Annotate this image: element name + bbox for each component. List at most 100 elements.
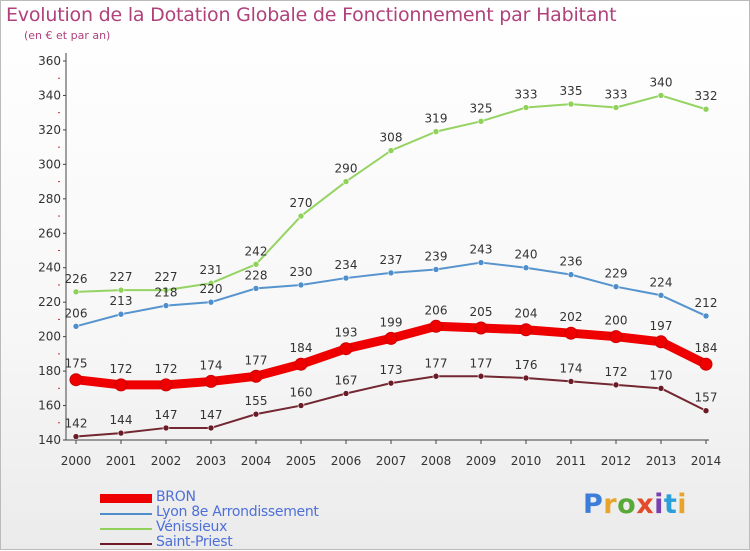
x-tick-label: 2007 (376, 454, 407, 468)
data-label: 204 (515, 307, 538, 321)
data-point (702, 105, 710, 113)
data-point (69, 373, 83, 387)
data-point (654, 335, 668, 349)
x-tick-label: 2012 (601, 454, 632, 468)
data-point (702, 407, 710, 415)
data-point (252, 410, 260, 418)
data-label: 237 (380, 253, 403, 267)
data-point (117, 429, 125, 437)
data-point (207, 279, 215, 287)
x-tick-label: 2008 (421, 454, 452, 468)
data-label: 184 (695, 341, 718, 355)
legend-swatch (100, 543, 152, 545)
legend-swatch (100, 528, 152, 530)
data-label: 206 (425, 303, 448, 317)
data-label: 172 (110, 362, 133, 376)
data-point (519, 323, 533, 337)
x-tick-label: 2014 (691, 454, 722, 468)
data-point (162, 286, 170, 294)
data-label: 290 (335, 162, 358, 176)
data-label: 184 (290, 341, 313, 355)
data-point (117, 310, 125, 318)
data-point (342, 274, 350, 282)
y-tick-label: 200 (38, 330, 61, 344)
data-point (657, 385, 665, 392)
data-point (204, 374, 218, 388)
data-label: 227 (155, 270, 178, 284)
data-point (387, 379, 395, 387)
data-point (432, 266, 440, 273)
data-label: 218 (155, 286, 178, 300)
data-point (657, 92, 665, 99)
x-tick-label: 2013 (646, 454, 677, 468)
data-label: 157 (695, 391, 718, 405)
data-point (339, 342, 353, 356)
logo-letter: i (654, 489, 664, 520)
data-label: 333 (515, 88, 538, 102)
y-tick-label: 140 (38, 433, 61, 447)
data-label: 220 (200, 282, 223, 296)
y-tick-label: 160 (38, 399, 61, 413)
chart-subtitle: (en € et par an) (24, 29, 111, 42)
data-point (384, 331, 398, 345)
data-point (72, 322, 80, 330)
data-point (387, 269, 395, 277)
data-label: 147 (200, 408, 223, 422)
x-tick-label: 2005 (286, 454, 317, 468)
logo-letter: P (583, 489, 604, 520)
x-tick-label: 2009 (466, 454, 497, 468)
x-tick-label: 2000 (61, 454, 92, 468)
data-point (612, 104, 620, 111)
data-label: 177 (425, 356, 448, 370)
proxiti-logo: Proxiti (583, 489, 687, 520)
data-point (567, 271, 575, 278)
data-label: 175 (65, 357, 88, 371)
data-point (477, 117, 485, 125)
data-label: 224 (650, 275, 673, 289)
data-point (72, 288, 80, 296)
data-point (432, 372, 440, 380)
y-tick-label: 220 (38, 295, 61, 309)
data-point (114, 378, 128, 392)
x-tick-label: 2003 (196, 454, 227, 468)
logo-letter: x (636, 489, 655, 520)
data-point (294, 357, 308, 371)
data-point (159, 378, 173, 392)
data-label: 167 (335, 373, 358, 387)
data-label: 176 (515, 358, 538, 372)
data-label: 144 (110, 413, 133, 427)
data-label: 172 (605, 365, 628, 379)
data-point (477, 372, 485, 380)
data-label: 142 (65, 417, 88, 431)
data-point (387, 147, 395, 154)
data-label: 177 (245, 353, 268, 367)
y-tick-label: 280 (38, 192, 61, 206)
data-point (522, 104, 530, 111)
legend-swatch (100, 494, 152, 503)
data-point (474, 321, 488, 335)
x-tick-label: 2010 (511, 454, 542, 468)
data-label: 319 (425, 112, 448, 126)
data-label: 234 (335, 258, 358, 272)
data-point (657, 291, 665, 299)
data-label: 231 (200, 263, 223, 277)
data-point (432, 128, 440, 135)
data-point (297, 281, 305, 289)
legend-label: BRON (156, 489, 196, 505)
data-point (477, 259, 485, 266)
data-label: 170 (650, 368, 673, 382)
data-point (297, 212, 305, 220)
legend-swatch (100, 513, 152, 515)
y-tick-label: 180 (38, 364, 61, 378)
data-point (252, 285, 260, 292)
data-point (162, 424, 170, 432)
data-label: 174 (560, 361, 583, 375)
data-point (342, 390, 350, 397)
data-label: 227 (110, 270, 133, 284)
legend-label: Saint-Priest (156, 534, 233, 550)
y-tick-label: 260 (38, 226, 61, 240)
legend-label: Lyon 8e Arrondissement (156, 504, 319, 520)
data-point (522, 374, 530, 382)
data-label: 147 (155, 408, 178, 422)
data-point (207, 424, 215, 432)
